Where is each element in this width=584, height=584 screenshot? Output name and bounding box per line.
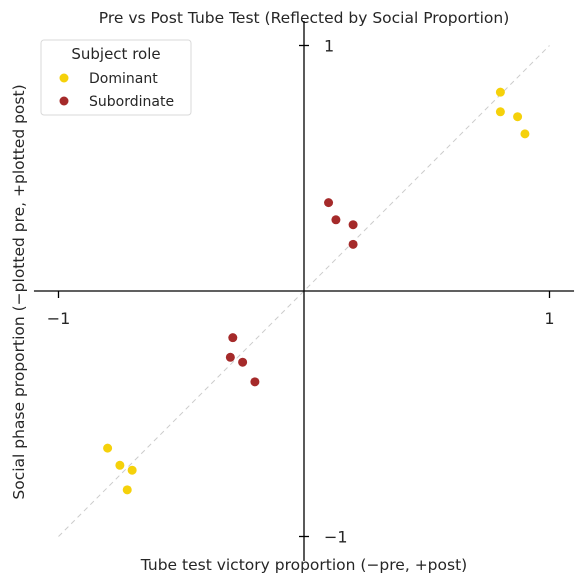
legend-title: Subject role [71, 45, 160, 63]
data-point-dominant [520, 129, 530, 139]
legend-marker-subordinate [59, 96, 69, 106]
data-point-dominant [122, 485, 132, 495]
data-point-dominant [495, 107, 505, 117]
data-point-subordinate [250, 377, 260, 387]
y-tick-label: 1 [324, 37, 334, 56]
data-point-dominant [495, 87, 505, 97]
legend-box [40, 39, 192, 116]
legend-marker-dominant [59, 73, 69, 83]
data-point-subordinate [331, 215, 341, 225]
data-point-subordinate [228, 333, 238, 343]
data-point-subordinate [225, 352, 235, 362]
x-tick-label: −1 [47, 309, 71, 328]
chart-title: Pre vs Post Tube Test (Reflected by Soci… [99, 9, 510, 27]
y-tick-label: −1 [324, 528, 348, 547]
data-points [103, 87, 530, 495]
data-point-dominant [127, 465, 137, 475]
legend: Subject role Dominant Subordinate [40, 39, 192, 116]
y-axis-label: Social phase proportion (−plotted pre, +… [10, 84, 28, 499]
data-point-dominant [103, 443, 113, 453]
reference-diagonal-line [58, 45, 550, 537]
x-tick-label: 1 [544, 309, 554, 328]
data-point-subordinate [348, 220, 358, 230]
data-point-subordinate [324, 198, 334, 208]
data-point-dominant [115, 460, 125, 470]
data-point-subordinate [348, 239, 358, 249]
data-point-dominant [513, 112, 523, 122]
x-axis-label: Tube test victory proportion (−pre, +pos… [140, 556, 467, 574]
legend-label-dominant: Dominant [89, 71, 158, 87]
data-point-subordinate [238, 357, 248, 367]
legend-label-subordinate: Subordinate [89, 94, 174, 110]
